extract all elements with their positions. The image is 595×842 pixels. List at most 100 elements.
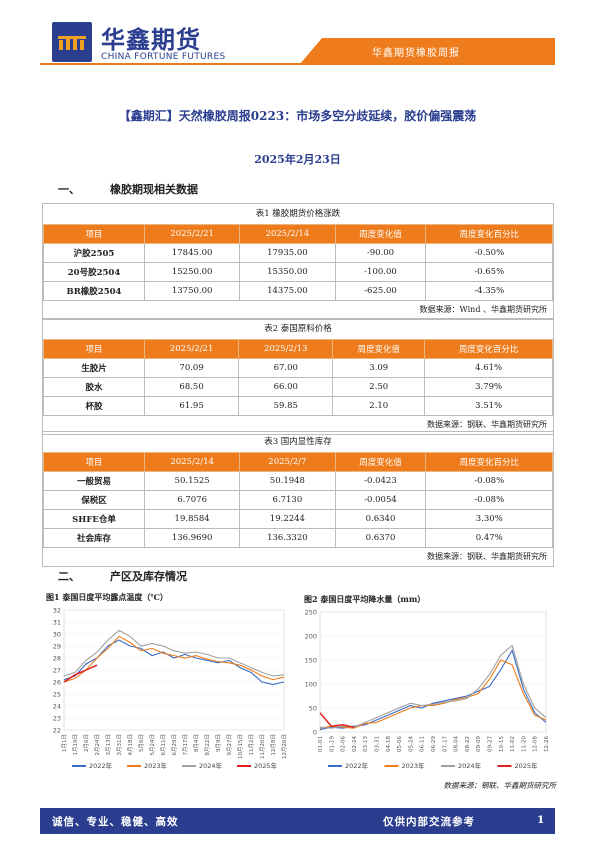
table-2-caption: 表2 泰国原料价格 <box>264 324 332 334</box>
table-cell: 2.10 <box>332 396 426 416</box>
table-header-cell: 2025/2/7 <box>239 452 336 472</box>
chart-1-title: 图1 泰国日度平均露点温度（℃） <box>46 592 168 602</box>
table-header-cell: 2025/2/14 <box>143 452 241 472</box>
table-header-cell: 周度变化百分比 <box>425 452 553 472</box>
y-tick-label: 0 <box>313 729 317 737</box>
table-cell: 0.6370 <box>334 528 427 548</box>
x-tick-label: 06-11 <box>420 736 426 752</box>
logo-chinese-name: 华鑫期货 <box>101 26 201 54</box>
table-row: 社会库存 136.9690 136.3320 0.6370 0.47% <box>43 528 553 548</box>
table-cell: -4.35% <box>425 281 553 301</box>
table-cell: 6.7076 <box>143 490 241 510</box>
table-row-label: BR橡胶2504 <box>43 281 145 301</box>
table-cell: 3.09 <box>332 358 426 378</box>
table-3: 表3 国内显性库存 项目 2025/2/14 2025/2/7 周度变化值 周度… <box>42 431 554 567</box>
table-header-cell: 2025/2/14 <box>239 224 336 244</box>
x-tick-label: 12月8日 <box>270 734 277 756</box>
footer-motto: 诚信、专业、稳健、高效 <box>52 816 179 828</box>
header-band-text: 华鑫期货橡胶周报 <box>372 48 460 59</box>
table-cell: -0.08% <box>425 471 553 491</box>
table-cell: 67.00 <box>238 358 334 378</box>
y-tick-label: 22 <box>53 727 61 735</box>
table-cell: 3.30% <box>425 509 553 529</box>
x-tick-label: 09-09 <box>476 736 482 752</box>
x-tick-label: 09-27 <box>488 736 494 752</box>
table-header-row: 项目 2025/2/14 2025/2/7 周度变化值 周度变化百分比 <box>43 452 553 472</box>
y-tick-label: 30 <box>53 631 61 639</box>
x-tick-label: 6月11日 <box>160 734 167 756</box>
table-cell: 0.6340 <box>334 509 427 529</box>
chart-source: 数据来源：钢联、华鑫期货研究所 <box>443 781 557 790</box>
table-row-label: 社会库存 <box>43 528 145 548</box>
y-tick-label: 50 <box>309 705 317 713</box>
table-header-row: 项目 2025/2/21 2025/2/13 周度变化值 周度变化百分比 <box>43 339 553 359</box>
table-cell: 13750.00 <box>143 281 241 301</box>
chart-2: 250 200 150 100 50 001-01 01-19 02-06 02-24 03-13… <box>305 609 550 771</box>
table-cell: 59.85 <box>238 396 334 416</box>
table-cell: 19.8584 <box>143 509 241 529</box>
table-cell: -0.50% <box>425 243 553 263</box>
x-tick-label: 05-06 <box>397 736 403 752</box>
series-line-2024年 <box>319 644 547 729</box>
table-row: 一般贸易 50.1525 50.1948 -0.0423 -0.08% <box>43 471 553 491</box>
y-tick-label: 23 <box>53 715 61 723</box>
table-row: SHFE仓单 19.8584 19.2244 0.6340 3.30% <box>43 509 553 529</box>
table-2-source: 数据来源：钢联、华鑫期货研究所 <box>427 420 547 429</box>
x-tick-label: 03-31 <box>375 736 381 752</box>
series-line-2023年 <box>319 659 547 729</box>
table-header-row: 项目 2025/2/21 2025/2/14 周度变化值 周度变化百分比 <box>43 224 553 244</box>
table-cell: 66.00 <box>238 377 334 397</box>
legend-label: 2022年 <box>345 761 369 770</box>
table-row: 生胶片 70.09 67.00 3.09 4.61% <box>43 358 553 378</box>
table-cell: -0.0423 <box>334 471 427 491</box>
footer-band <box>40 808 555 834</box>
table-3-source: 数据来源：钢联、华鑫期货研究所 <box>427 552 547 561</box>
table-header-cell: 项目 <box>43 339 145 359</box>
legend-label: 2025年 <box>515 761 539 770</box>
x-tick-label: 8月22日 <box>204 734 211 756</box>
table-header-cell: 2025/2/21 <box>143 224 241 244</box>
table-header-cell: 项目 <box>43 452 145 472</box>
chart-2-title: 图2 泰国日度平均降水量（mm） <box>304 594 426 604</box>
table-cell: 6.7130 <box>239 490 336 510</box>
table-cell: -0.0054 <box>334 490 427 510</box>
y-tick-label: 26 <box>53 679 61 687</box>
x-tick-label: 02-24 <box>352 736 358 752</box>
table-cell: 15350.00 <box>239 262 336 282</box>
table-cell: 68.50 <box>143 377 240 397</box>
x-tick-label: 11月20日 <box>259 734 266 759</box>
table-cell: -0.65% <box>425 262 553 282</box>
logo-english-name: CHINA FORTUNE FUTURES <box>101 52 226 62</box>
table-cell: 0.47% <box>425 528 553 548</box>
table-row-label: 杯胶 <box>43 396 145 416</box>
x-tick-label: 08-22 <box>465 736 471 752</box>
table-header-cell: 周度变化值 <box>332 339 426 359</box>
series-line-2025年 <box>319 712 355 728</box>
x-tick-label: 01-19 <box>329 736 335 752</box>
table-cell: 136.9690 <box>143 528 241 548</box>
table-1-source: 数据来源：Wind 、华鑫期货研究所 <box>419 305 547 314</box>
x-tick-label: 3月13日 <box>105 734 112 756</box>
table-cell: -0.08% <box>425 490 553 510</box>
table-cell: 17935.00 <box>239 243 336 263</box>
series-line-2024年 <box>63 629 285 677</box>
legend-label: 2023年 <box>144 761 168 770</box>
y-tick-label: 24 <box>53 703 61 711</box>
x-tick-label: 8月4日 <box>193 734 200 752</box>
x-tick-label: 07-17 <box>442 736 448 752</box>
y-tick-label: 28 <box>53 655 61 663</box>
section-2-title: 产区及库存情况 <box>110 570 187 583</box>
x-tick-label: 08-04 <box>454 736 460 752</box>
table-header-cell: 2025/2/21 <box>143 339 240 359</box>
table-header-cell: 周度变化值 <box>334 224 427 244</box>
table-row-label: 沪胶2505 <box>43 243 145 263</box>
x-tick-label: 12月26日 <box>281 734 288 759</box>
table-row: 胶水 68.50 66.00 2.50 3.79% <box>43 377 553 397</box>
x-tick-label: 11-02 <box>510 736 516 752</box>
x-tick-label: 10-15 <box>499 736 505 752</box>
x-tick-label: 03-13 <box>363 736 369 752</box>
x-tick-label: 5月24日 <box>149 734 156 756</box>
y-tick-label: 29 <box>53 643 61 651</box>
x-tick-label: 2月24日 <box>94 734 101 756</box>
